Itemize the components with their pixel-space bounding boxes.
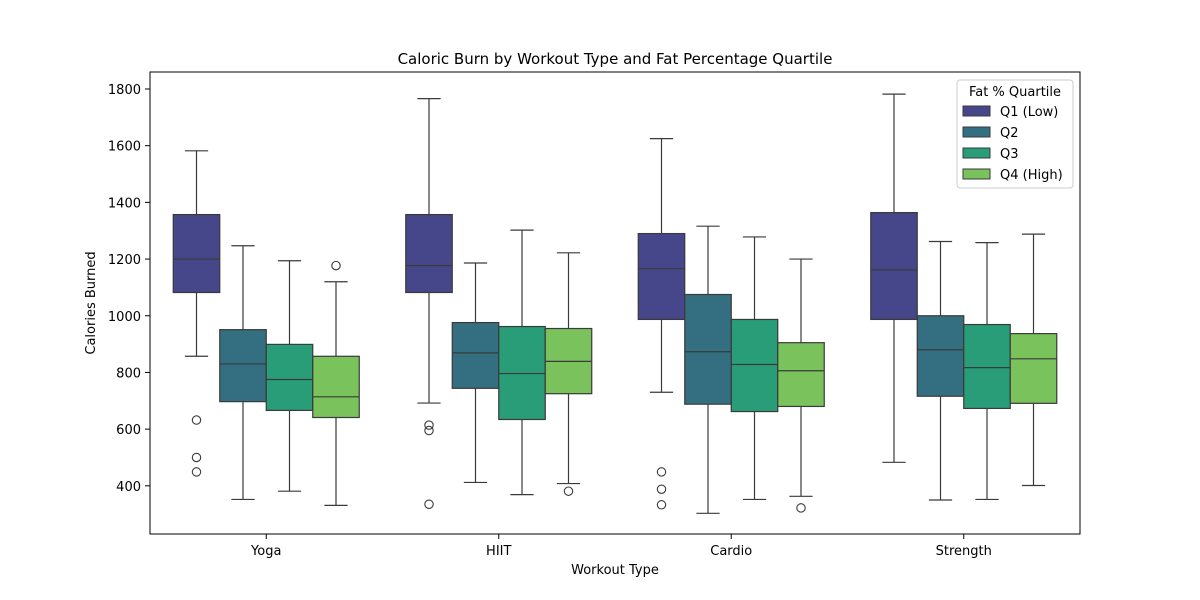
y-tick-label: 1400 [108,196,141,211]
outlier-point [656,484,667,494]
outlier-point [563,486,574,496]
box-q1-low--strength [870,93,918,463]
legend: Fat % Quartile Q1 (Low) Q2 Q3 Q4 (High) [956,79,1074,189]
box-q3-hiit [498,229,546,496]
y-tick-label: 800 [116,366,141,381]
box-iqr [172,213,221,294]
plot-area: 400 600 800 1000 1200 1400 1600 1800 Yoga HIIT Car… [108,71,1081,559]
outlier-point [191,415,202,425]
box-iqr [963,323,1011,410]
legend-entry-label: Q3 [1000,147,1019,162]
x-tick-label: Yoga [250,544,281,559]
legend-entry-label: Q1 (Low) [1000,105,1058,120]
y-tick-label: 1800 [108,83,141,98]
box-iqr [637,232,686,321]
outlier-point [331,260,341,271]
y-tick-label: 1000 [108,310,141,325]
box-q3-cardio [730,236,779,501]
box-q4-high--cardio [777,258,825,513]
box-iqr [1009,333,1058,404]
y-tick-label: 1600 [108,140,141,155]
legend-swatch [962,105,991,117]
outlier-point [656,500,667,510]
box-iqr [219,329,267,403]
box-q1-low--yoga [172,150,221,477]
legend-entry-label: Q2 [1000,126,1019,141]
box-iqr [684,293,732,405]
box-q4-high--strength [1009,233,1058,487]
box-iqr [405,213,453,294]
box-q2-strength [916,240,965,501]
y-tick-label: 1200 [108,253,141,268]
legend-swatch [962,168,991,180]
box-q3-strength [963,242,1011,501]
legend-entry-label: Q4 (High) [1000,168,1063,183]
box-iqr [870,211,918,321]
outlier-point [424,425,434,436]
box-q1-low--cardio [637,138,686,510]
outlier-point [424,499,434,509]
outlier-point [191,452,202,463]
box-q2-cardio [684,225,732,514]
box-iqr [451,321,500,389]
box-q4-high--hiit [544,252,593,496]
x-tick-label: HIIT [486,544,511,559]
y-tick-label: 600 [116,423,141,438]
box-iqr [916,315,965,397]
x-tick-label: Strength [936,544,992,559]
box-iqr [265,343,314,412]
y-axis-label: Calories Burned [84,251,99,354]
chart-title: Caloric Burn by Workout Type and Fat Per… [398,50,833,68]
x-axis-label: Workout Type [571,563,659,578]
outlier-point [796,503,806,513]
legend-title: Fat % Quartile [969,85,1061,100]
box-q3-yoga [265,260,314,492]
box-q2-yoga [219,245,267,501]
box-iqr [777,342,825,408]
legend-swatch [962,147,991,159]
plot-frame [149,71,1081,535]
outlier-point [424,420,434,430]
outlier-point [656,467,667,477]
box-q4-high--yoga [312,260,360,506]
box-q2-hiit [451,262,500,484]
box-iqr [730,318,779,413]
x-tick-label: Cardio [710,544,752,559]
legend-swatch [962,126,991,138]
box-q1-low--hiit [405,98,453,509]
box-iqr [312,355,360,419]
y-tick-label: 400 [116,480,141,495]
outlier-point [191,467,202,477]
